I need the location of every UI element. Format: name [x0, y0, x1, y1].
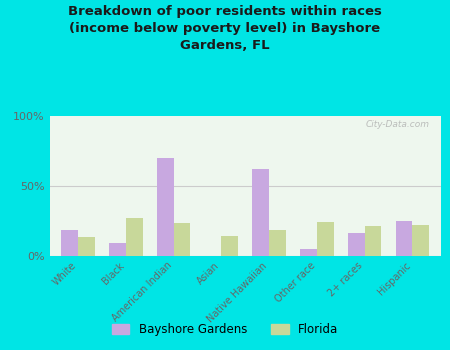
Bar: [412, 225, 429, 256]
Bar: [78, 237, 95, 256]
Bar: [174, 223, 190, 256]
Bar: [157, 158, 174, 256]
Bar: [269, 230, 286, 256]
Bar: [62, 230, 78, 256]
Bar: [109, 243, 126, 256]
Text: City-Data.com: City-Data.com: [365, 120, 429, 129]
Bar: [348, 233, 365, 256]
Bar: [252, 169, 269, 256]
Legend: Bayshore Gardens, Florida: Bayshore Gardens, Florida: [107, 318, 343, 341]
Bar: [396, 220, 412, 256]
Bar: [221, 236, 238, 256]
Text: Breakdown of poor residents within races
(income below poverty level) in Bayshor: Breakdown of poor residents within races…: [68, 5, 382, 52]
Bar: [126, 218, 143, 256]
Bar: [317, 222, 333, 256]
Bar: [364, 226, 381, 255]
Bar: [300, 248, 317, 256]
